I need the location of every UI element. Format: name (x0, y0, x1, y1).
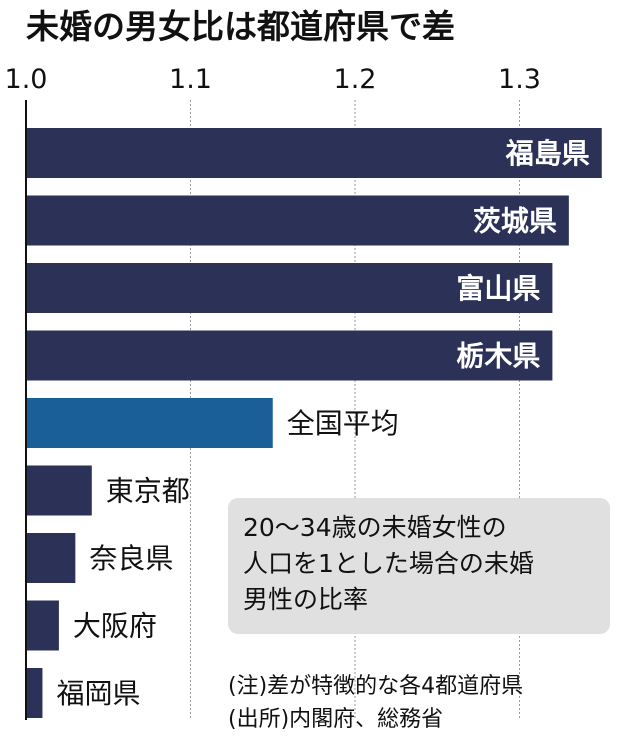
bar-label: 福島県 (505, 137, 590, 170)
note-line-2: 人口を1とした場合の未婚 (243, 549, 534, 578)
bar (26, 263, 553, 313)
bar (26, 533, 76, 583)
x-tick-label: 1.3 (498, 64, 541, 95)
bar (26, 600, 59, 651)
footnote-note: (注)差が特徴的な各4都道府県 (228, 674, 523, 699)
bar-label: 福岡県 (56, 677, 140, 710)
chart-title: 未婚の男女比は都道府県で差 (26, 7, 455, 46)
bar-label: 大阪府 (73, 610, 157, 643)
bar (26, 668, 43, 718)
note-background (228, 498, 610, 634)
footnote-source: (出所)内閣府、総務省 (228, 707, 443, 732)
bars (26, 128, 602, 718)
bar (26, 465, 92, 516)
x-tick-label: 1.2 (334, 64, 377, 95)
note-line-3: 男性の比率 (243, 585, 368, 614)
bar-label: 富山県 (456, 272, 540, 305)
bar (26, 128, 602, 178)
bar-label: 全国平均 (287, 407, 399, 440)
bar-label: 東京都 (106, 475, 190, 508)
x-tick-labels: 1.0 1.1 1.2 1.3 (5, 64, 541, 95)
bar-label: 茨城県 (473, 205, 557, 238)
x-tick-label: 1.0 (5, 64, 48, 95)
bar (26, 195, 569, 246)
x-tick-label: 1.1 (169, 64, 212, 95)
bar (26, 398, 273, 448)
bar (26, 330, 553, 381)
note-line-1: 20～34歳の未婚女性の (243, 513, 507, 542)
bar-label: 栃木県 (456, 340, 540, 373)
note-box: 20～34歳の未婚女性の 人口を1とした場合の未婚 男性の比率 (228, 498, 610, 634)
bar-label: 奈良県 (89, 542, 173, 575)
